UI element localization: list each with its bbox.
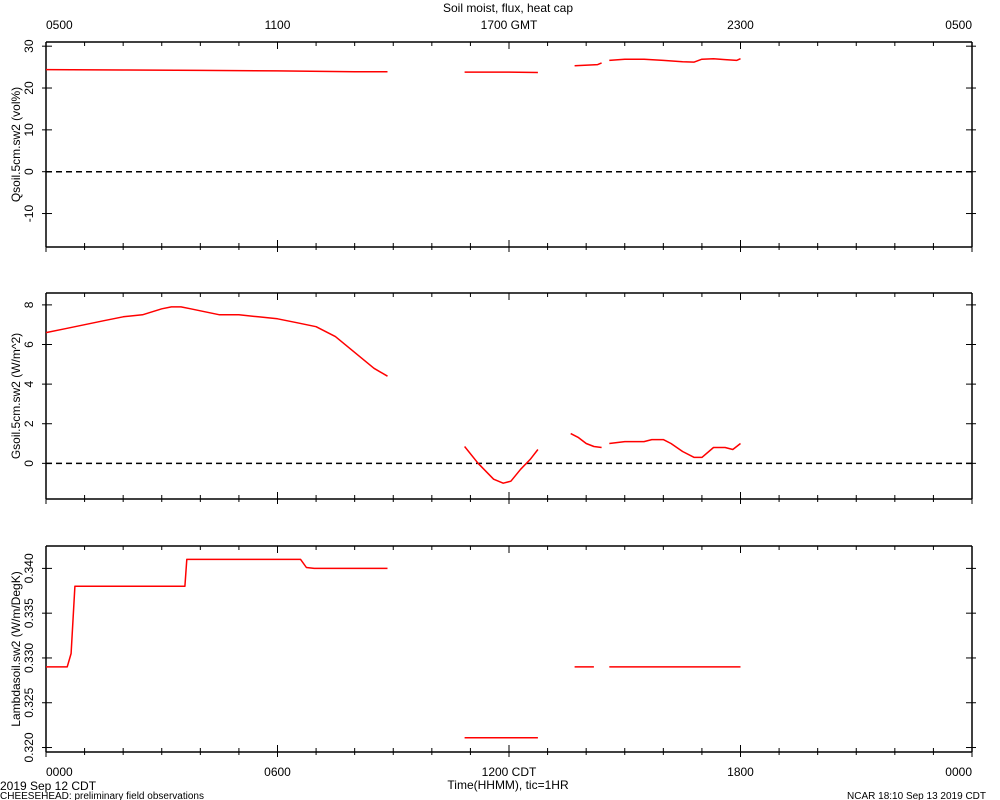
series-line-segment (45, 68, 388, 73)
top-axis-tick-label: 1100 (265, 18, 291, 32)
series-line-segment (570, 432, 602, 449)
y-tick-label: 4 (22, 380, 36, 387)
top-axis-labels: 0500 1100 1700 GMT 2300 0500 (46, 18, 972, 32)
series-line-segment (45, 306, 388, 377)
top-axis-tick-label: 1700 GMT (481, 18, 538, 32)
y-tick-label: 0.320 (22, 732, 36, 762)
y-tick-label: 20 (22, 81, 36, 95)
panel-1: 30 20 10 0 -10 Qsoil.5cm.sw2 (vol%) (9, 39, 976, 252)
bottom-axis-tick-label: 1200 CDT (482, 765, 537, 779)
y-tick-label: 2 (22, 420, 36, 427)
top-axis-tick-label: 0500 (945, 18, 972, 32)
y-tick-label: 0.330 (22, 643, 36, 673)
y-axis-label: Lambdasoil.sw2 (W/m/DegK) (9, 571, 23, 726)
bottom-axis-tick-label: 1800 (727, 765, 754, 779)
y-tick-label: 0.340 (22, 553, 36, 583)
y-tick-label: 30 (22, 39, 36, 53)
start-date-label: 2019 Sep 12 CDT (0, 779, 97, 793)
y-tick-label: 8 (22, 301, 36, 308)
y-tick-label: 0 (22, 168, 36, 175)
y-axis-label: Gsoil.5cm.sw2 (W/m^2) (9, 333, 23, 459)
bottom-axis-tick-label: 0600 (264, 765, 291, 779)
top-axis-tick-label: 2300 (727, 18, 754, 32)
series-line-segment (574, 62, 602, 67)
y-tick-label: 0 (22, 460, 36, 467)
y-tick-label: 0.325 (22, 687, 36, 717)
bottom-axis-tick-label: 0000 (945, 765, 972, 779)
y-tick-label: 0.335 (22, 598, 36, 628)
y-tick-label: 10 (22, 123, 36, 137)
bottom-axis-labels: 0000 0600 1200 CDT 1800 0000 (46, 765, 972, 779)
y-tick-label: 6 (22, 341, 36, 348)
series-line-segment (46, 558, 388, 668)
footer-right: NCAR 18:10 Sep 13 2019 CDT (847, 791, 986, 800)
series-line-segment (609, 57, 741, 63)
y-tick-label: -10 (22, 205, 36, 223)
series-line-segment (609, 438, 741, 459)
series-line-segment (464, 446, 539, 484)
panel-3: 0.340 0.335 0.330 0.325 0.320 Lambdasoil.sw2 … (9, 545, 976, 763)
bottom-axis-tick-label: 0000 (46, 765, 73, 779)
axis-labels: 2019 Sep 12 CDT Time(HHMM), tic=1HR CHEE… (0, 778, 986, 800)
chart-title: Soil moist, flux, heat cap (443, 1, 573, 15)
top-axis-tick-label: 0500 (46, 18, 73, 32)
y-axis-label: Qsoil.5cm.sw2 (vol%) (9, 87, 23, 202)
footer-left: CHEESEHEAD: preliminary field observatio… (0, 791, 204, 800)
x-axis-label: Time(HHMM), tic=1HR (447, 778, 569, 792)
